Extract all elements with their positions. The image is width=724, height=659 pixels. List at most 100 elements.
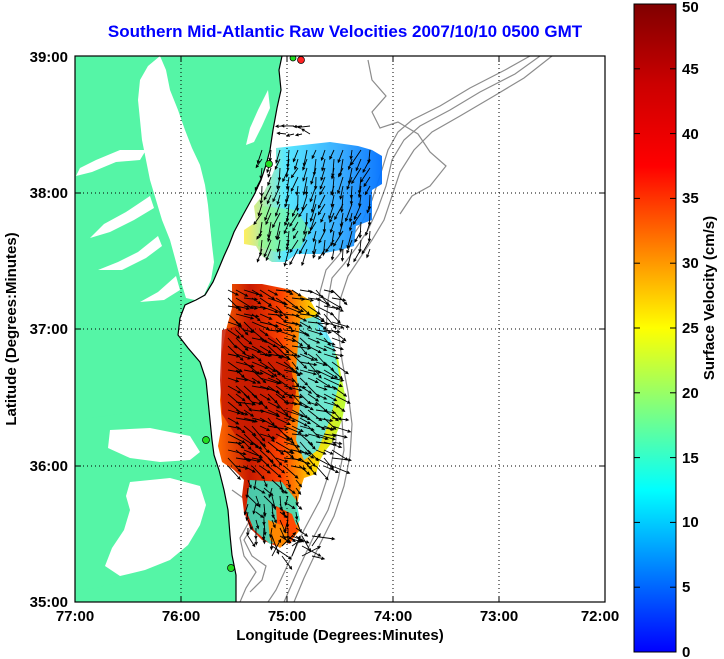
- x-tick-label: 76:00: [162, 608, 200, 625]
- velocity-vector: [323, 449, 334, 455]
- y-tick-label: 39:00: [30, 49, 68, 66]
- velocity-vector: [276, 176, 281, 190]
- velocity-vector: [262, 535, 267, 545]
- x-tick-label: 72:00: [581, 608, 619, 625]
- velocity-vector: [291, 417, 308, 427]
- velocity-vector: [281, 555, 293, 570]
- velocity-vector: [243, 353, 255, 359]
- y-tick-label: 38:00: [30, 185, 68, 202]
- velocity-vector: [315, 321, 328, 330]
- velocity-vector: [266, 194, 272, 205]
- velocity-vector: [323, 457, 335, 471]
- velocity-vector: [275, 353, 292, 361]
- velocity-vector: [227, 457, 242, 473]
- velocity-vector: [275, 385, 293, 399]
- velocity-vector: [331, 369, 344, 380]
- velocity-vector: [331, 433, 348, 439]
- velocity-vector: [310, 167, 317, 185]
- velocity-vector: [243, 305, 259, 310]
- velocity-vector: [344, 203, 353, 222]
- velocity-vector: [299, 417, 312, 425]
- velocity-vector: [227, 417, 240, 425]
- velocity-vector: [251, 369, 267, 384]
- velocity-vector: [295, 194, 300, 212]
- velocity-vector: [256, 230, 263, 240]
- velocity-vector: [357, 185, 362, 199]
- velocity-vector: [267, 385, 286, 399]
- velocity-vector: [302, 167, 308, 182]
- velocity-vector: [323, 337, 331, 347]
- velocity-vector: [363, 176, 371, 188]
- station-marker: [297, 56, 305, 64]
- velocity-vector: [338, 167, 344, 178]
- velocity-vector: [334, 203, 344, 221]
- velocity-vector: [283, 369, 304, 376]
- velocity-vector: [227, 353, 241, 358]
- velocity-vector: [243, 401, 253, 412]
- colorbar-tick-label: 45: [682, 61, 699, 78]
- velocity-vector: [311, 533, 321, 547]
- velocity-vector: [271, 519, 276, 529]
- velocity-vector: [275, 417, 292, 426]
- velocity-vector: [299, 297, 315, 302]
- velocity-vector: [299, 449, 315, 459]
- velocity-vector: [243, 457, 261, 463]
- velocity-vector: [245, 487, 249, 499]
- velocity-vector: [309, 185, 317, 203]
- velocity-vector: [299, 369, 317, 376]
- land: [75, 56, 283, 602]
- velocity-vector: [275, 369, 286, 378]
- velocity-vector: [311, 149, 317, 160]
- velocity-vector: [299, 401, 314, 411]
- velocity-vector: [255, 495, 261, 508]
- velocity-vector: [265, 248, 272, 262]
- velocity-vector: [235, 345, 246, 355]
- velocity-vector: [315, 417, 334, 423]
- velocity-vector: [227, 449, 247, 456]
- velocity-vector: [275, 409, 293, 419]
- velocity-vector: [295, 479, 303, 488]
- velocity-vector: [291, 361, 299, 371]
- colorbar-tick-label: 30: [682, 255, 699, 272]
- velocity-vector: [291, 313, 308, 322]
- velocity-vector: [267, 409, 280, 416]
- velocity-vector: [235, 369, 245, 379]
- y-axis-label: Latitude (Degrees:Minutes): [3, 232, 20, 425]
- velocity-vector: [310, 194, 317, 213]
- velocity-vector: [339, 185, 344, 200]
- velocity-vector: [294, 511, 299, 521]
- velocity-vector: [291, 289, 302, 297]
- velocity-vector: [331, 401, 346, 413]
- velocity-vector: [267, 377, 283, 384]
- velocity-vector: [275, 297, 287, 305]
- velocity-vector: [291, 203, 299, 218]
- velocity-vector: [307, 361, 322, 379]
- velocity-vector: [251, 297, 262, 305]
- velocity-vector: [247, 535, 256, 548]
- velocity-vector: [282, 167, 290, 183]
- velocity-vector: [289, 239, 299, 253]
- velocity-vector: [346, 248, 353, 268]
- grid: [75, 56, 605, 602]
- x-tick-label: 74:00: [374, 608, 412, 625]
- velocity-vector: [353, 203, 362, 221]
- velocity-vector: [235, 441, 245, 449]
- velocity-vector: [279, 503, 286, 516]
- velocity-vector: [267, 289, 279, 296]
- velocity-vector: [235, 425, 246, 434]
- velocity-vector: [253, 212, 263, 226]
- velocity-vector: [311, 535, 336, 541]
- velocity-vector: [287, 503, 296, 510]
- velocity-vector: [290, 167, 299, 179]
- velocity-vector: [315, 465, 329, 481]
- velocity-vector: [328, 203, 335, 220]
- velocity-vector: [299, 353, 315, 361]
- velocity-vector: [340, 194, 344, 214]
- velocity-vector: [307, 425, 321, 439]
- velocity-vector: [283, 465, 299, 479]
- x-tick-label: 75:00: [268, 608, 306, 625]
- velocity-vector: [350, 149, 362, 166]
- velocity-vector: [348, 221, 353, 232]
- velocity-vector: [302, 221, 308, 236]
- velocity-vector: [315, 297, 331, 306]
